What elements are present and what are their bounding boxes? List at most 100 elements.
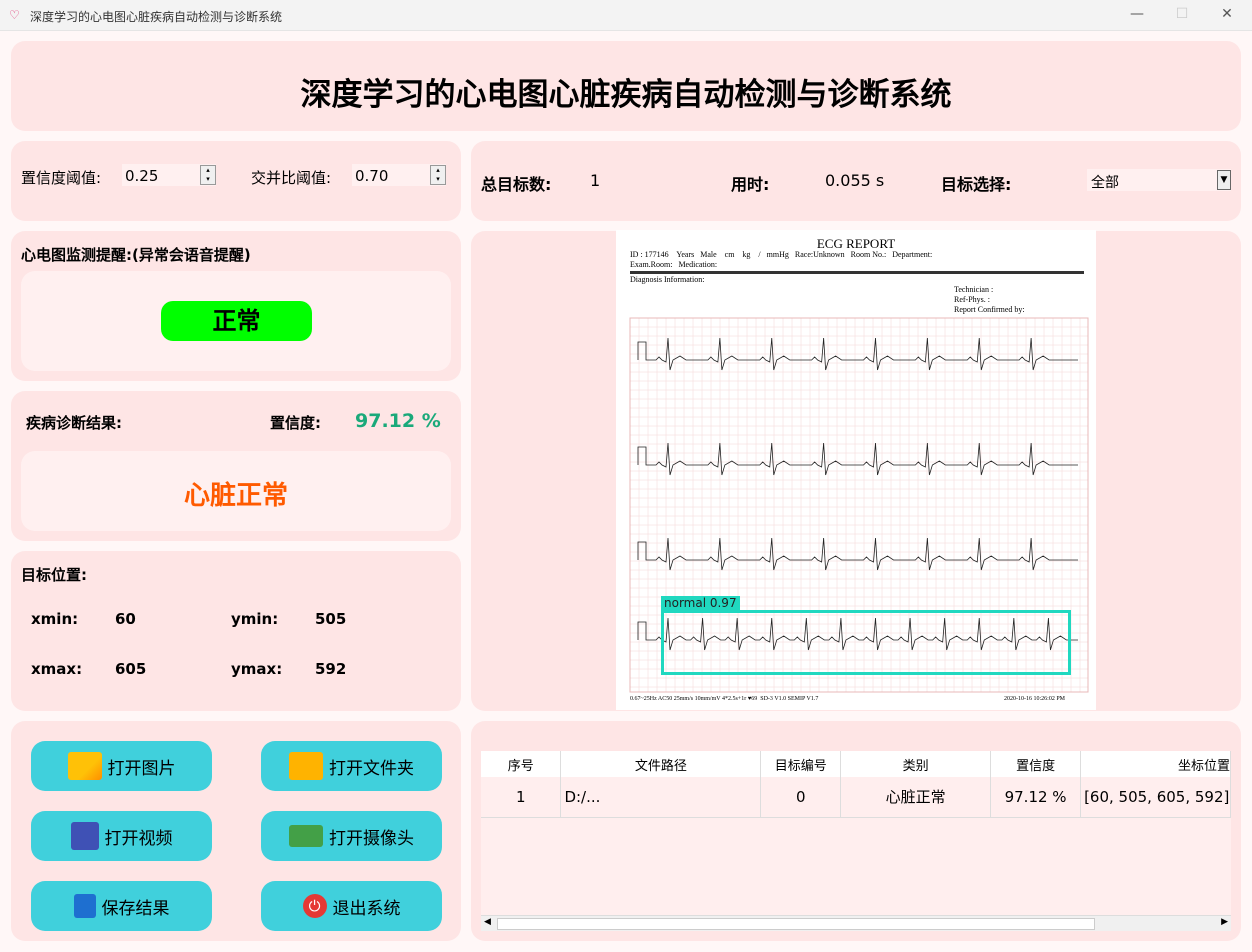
conf-threshold-spinbox[interactable]: 0.25 ▴ ▾	[122, 164, 216, 186]
ecg-technician: Technician :	[954, 285, 994, 294]
scroll-right-icon[interactable]: ▶	[1221, 917, 1228, 927]
open-image-label: 打开图片	[107, 758, 176, 779]
ecg-report-title: ECG REPORT	[816, 236, 896, 251]
open-folder-label: 打开文件夹	[329, 758, 414, 779]
threshold-panel: 置信度阈值: 0.25 ▴ ▾ 交并比阈值: 0.70 ▴ ▾	[11, 141, 461, 221]
iou-threshold-label: 交并比阈值:	[251, 169, 332, 187]
open-video-label: 打开视频	[104, 828, 173, 849]
page-title: 深度学习的心电图心脏疾病自动检测与诊断系统	[300, 77, 952, 113]
ecg-footer-left: 0.67~25Hz AC50 25mm/s 10mm/mV 4*2.5s+1r …	[630, 696, 819, 702]
diagnosis-label: 疾病诊断结果:	[26, 414, 122, 432]
status-badge: 正常	[161, 301, 312, 341]
target-select-value: 全部	[1091, 175, 1119, 191]
open-video-button[interactable]: 打开视频	[31, 811, 212, 861]
iou-threshold-spinbox[interactable]: 0.70 ▴ ▾	[352, 164, 446, 186]
image-icon	[67, 752, 102, 780]
spin-arrows-icon[interactable]: ▴ ▾	[200, 165, 216, 185]
iou-threshold-value: 0.70	[355, 167, 389, 185]
scrollbar-thumb[interactable]	[497, 918, 1095, 930]
table-row[interactable]: 1 D:/... 0 心脏正常 97.12 % [60, 505, 605, 592]	[481, 777, 1231, 818]
ecg-lead-trace	[637, 337, 1078, 371]
confidence-label: 置信度:	[270, 414, 321, 432]
table-cell: 97.12 %	[990, 777, 1082, 818]
exit-button[interactable]: ⏻ 退出系统	[261, 881, 442, 931]
close-button[interactable]: ✕	[1221, 6, 1233, 22]
table-cell: 心脏正常	[840, 777, 992, 818]
xmax-label: xmax:	[31, 660, 83, 678]
ecg-footer-right: 2020-10-16 10:26:02 PM	[1004, 696, 1066, 702]
total-targets-value: 1	[590, 171, 601, 190]
ecg-waveform-chart	[629, 317, 1089, 693]
ymin-value: 505	[315, 610, 347, 628]
table-cell: D:/...	[560, 777, 762, 818]
folder-icon	[289, 752, 323, 780]
confidence-value: 97.12 %	[355, 410, 441, 432]
total-targets-label: 总目标数:	[481, 175, 552, 194]
horizontal-scrollbar[interactable]: ◀ ▶	[481, 915, 1231, 931]
detection-box	[661, 610, 1071, 675]
ecg-lead-trace	[637, 617, 1078, 651]
column-header[interactable]: 序号	[481, 751, 562, 777]
window-title: 深度学习的心电图心脏疾病自动检测与诊断系统	[30, 10, 283, 24]
xmin-value: 60	[115, 610, 136, 628]
column-header[interactable]: 类别	[840, 751, 992, 777]
alert-panel: 心电图监测提醒:(异常会语音提醒) 正常	[11, 231, 461, 381]
ecg-lead-trace	[637, 442, 1078, 476]
time-value: 0.055 s	[825, 171, 885, 190]
open-camera-button[interactable]: 打开摄像头	[261, 811, 442, 861]
diagnosis-result: 心脏正常	[183, 481, 288, 511]
column-header[interactable]: 目标编号	[760, 751, 842, 777]
title-bar: ♡ 深度学习的心电图心脏疾病自动检测与诊断系统 — ☐ ✕	[0, 0, 1252, 31]
power-icon: ⏻	[302, 894, 327, 918]
results-panel: 序号 文件路径 目标编号 类别 置信度 坐标位置 1 D:/... 0 心脏正常 97.12 %[…	[471, 721, 1241, 941]
scroll-left-icon[interactable]: ◀	[484, 917, 491, 927]
app-heart-icon: ♡	[9, 8, 20, 22]
save-label: 保存结果	[101, 898, 170, 919]
alert-box: 正常	[21, 271, 451, 371]
table-cell: 1	[481, 777, 562, 818]
column-header[interactable]: 置信度	[990, 751, 1082, 777]
column-header[interactable]: 坐标位置	[1080, 751, 1231, 777]
ymin-label: ymin:	[231, 610, 279, 628]
spin-arrows-icon[interactable]: ▴ ▾	[430, 165, 446, 185]
position-panel: 目标位置: xmin: 60 ymin: 505 xmax: 605 ymax:…	[11, 551, 461, 711]
column-header[interactable]: 文件路径	[560, 751, 762, 777]
controls-panel: 打开图片 打开文件夹 打开视频 打开摄像头 保存结果 ⏻ 退出系统	[11, 721, 461, 941]
alert-title: 心电图监测提醒:(异常会语音提醒)	[21, 246, 251, 264]
chevron-down-icon[interactable]: ▼	[1217, 170, 1231, 190]
table-cell: 0	[760, 777, 842, 818]
conf-threshold-value: 0.25	[125, 167, 159, 185]
save-icon	[73, 894, 96, 918]
camera-icon	[289, 825, 323, 847]
target-select-dropdown[interactable]: 全部 ▼	[1087, 169, 1231, 191]
maximize-button[interactable]: ☐	[1175, 6, 1189, 22]
ecg-divider	[630, 271, 1084, 274]
header-panel: 深度学习的心电图心脏疾病自动检测与诊断系统	[11, 41, 1241, 131]
image-panel: ECG REPORT ID : 177146 Years Male cm kg …	[471, 230, 1241, 711]
ecg-header-line1: ID : 177146 Years Male cm kg / mmHg Race…	[630, 250, 933, 259]
exit-label: 退出系统	[332, 898, 401, 919]
table-cell: [60, 505, 605, 592]	[1080, 777, 1231, 818]
results-table-container: 序号 文件路径 目标编号 类别 置信度 坐标位置 1 D:/... 0 心脏正常 97.12 %[…	[481, 751, 1231, 931]
target-select-label: 目标选择:	[941, 175, 1012, 194]
open-image-button[interactable]: 打开图片	[31, 741, 212, 791]
ecg-diagnosis-info: Diagnosis Information:	[630, 275, 705, 284]
diagnosis-box: 心脏正常	[21, 451, 451, 531]
conf-threshold-label: 置信度阈值:	[21, 169, 102, 187]
save-button[interactable]: 保存结果	[31, 881, 212, 931]
ymax-value: 592	[315, 660, 347, 678]
position-title: 目标位置:	[21, 566, 87, 584]
minimize-button[interactable]: —	[1130, 6, 1144, 22]
video-icon	[70, 822, 99, 850]
diagnosis-panel: 疾病诊断结果: 置信度: 97.12 % 心脏正常	[11, 391, 461, 541]
ecg-header-line2: Exam.Room: Medication:	[630, 260, 718, 269]
ecg-confirmed: Report Confirmed by:	[954, 305, 1025, 314]
xmin-label: xmin:	[31, 610, 79, 628]
xmax-value: 605	[115, 660, 147, 678]
results-table: 序号 文件路径 目标编号 类别 置信度 坐标位置 1 D:/... 0 心脏正常 97.12 %[…	[481, 751, 1231, 818]
detection-label: normal 0.97	[661, 596, 740, 610]
open-camera-label: 打开摄像头	[329, 828, 414, 849]
open-folder-button[interactable]: 打开文件夹	[261, 741, 442, 791]
stats-panel: 总目标数: 1 用时: 0.055 s 目标选择: 全部 ▼	[471, 141, 1241, 221]
ymax-label: ymax:	[231, 660, 283, 678]
